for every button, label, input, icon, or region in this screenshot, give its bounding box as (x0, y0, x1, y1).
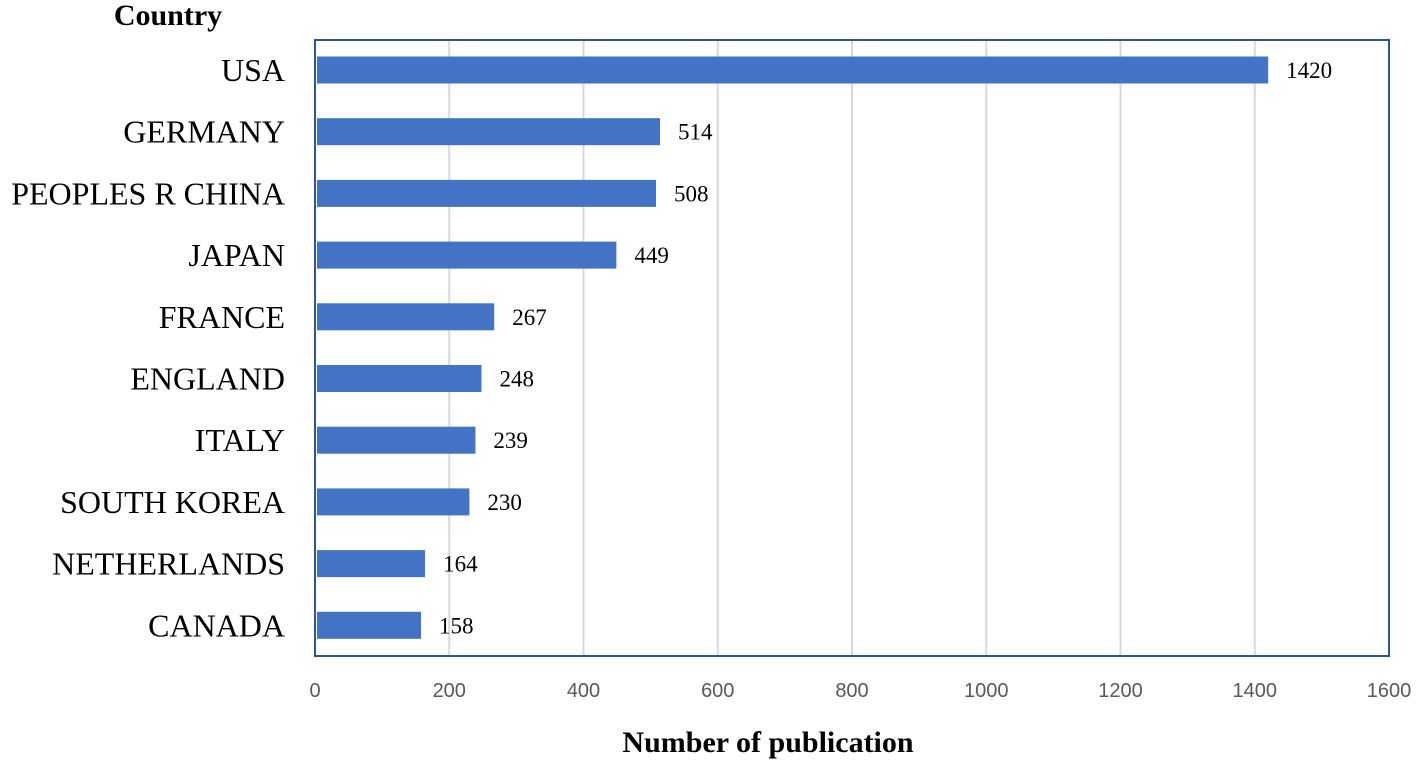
bars (317, 56, 1269, 639)
category-label-peoples-r-china: PEOPLES R CHINA (11, 175, 285, 211)
plot-frame (314, 39, 1390, 657)
x-tick-0: 0 (309, 680, 320, 702)
data-label-usa: 1420 (1286, 58, 1332, 83)
data-label-italy: 239 (493, 428, 527, 453)
category-label-england: ENGLAND (130, 361, 285, 397)
category-labels: USA GERMANY PEOPLES R CHINA JAPAN FRANCE ENGL… (11, 52, 285, 643)
data-labels: 1420 514 508 449 267 248 239 230 164 158 (439, 58, 1332, 638)
data-label-germany: 514 (678, 120, 713, 145)
category-label-france: FRANCE (159, 299, 285, 335)
y-axis-title: Country (114, 0, 222, 32)
category-label-canada: CANADA (148, 607, 285, 643)
category-label-germany: GERMANY (123, 114, 285, 150)
data-label-netherlands: 164 (443, 552, 478, 577)
category-label-japan: JAPAN (188, 237, 285, 273)
data-label-france: 267 (512, 305, 547, 330)
bar-japan (317, 241, 617, 269)
bar-germany (317, 118, 661, 146)
bar-italy (317, 426, 476, 454)
bar-canada (317, 611, 422, 639)
bar-france (317, 303, 495, 331)
x-tick-600: 600 (701, 680, 734, 702)
bar-netherlands (317, 550, 426, 578)
data-label-japan: 449 (634, 243, 669, 268)
x-tick-200: 200 (433, 680, 466, 702)
x-tick-1000: 1000 (964, 680, 1009, 702)
category-label-italy: ITALY (195, 422, 285, 458)
x-tick-labels: 0 200 400 600 800 1000 1200 1400 1600 (309, 680, 1411, 702)
x-tick-800: 800 (835, 680, 868, 702)
data-label-canada: 158 (439, 613, 474, 638)
category-label-netherlands: NETHERLANDS (52, 546, 285, 582)
data-label-england: 248 (499, 367, 533, 392)
data-label-peoples-r-china: 508 (674, 181, 709, 206)
x-tick-400: 400 (567, 680, 600, 702)
x-axis-title: Number of publication (622, 726, 913, 759)
bar-england (317, 365, 482, 392)
bar-peoples-r-china (317, 179, 656, 207)
x-tick-1200: 1200 (1098, 680, 1143, 702)
x-tick-1600: 1600 (1367, 680, 1412, 702)
bar-south-korea (317, 488, 470, 516)
data-label-south-korea: 230 (487, 490, 522, 515)
bar-usa (317, 56, 1269, 84)
category-label-south-korea: SOUTH KOREA (60, 484, 285, 520)
category-label-usa: USA (221, 52, 285, 88)
x-tick-1400: 1400 (1233, 680, 1278, 702)
